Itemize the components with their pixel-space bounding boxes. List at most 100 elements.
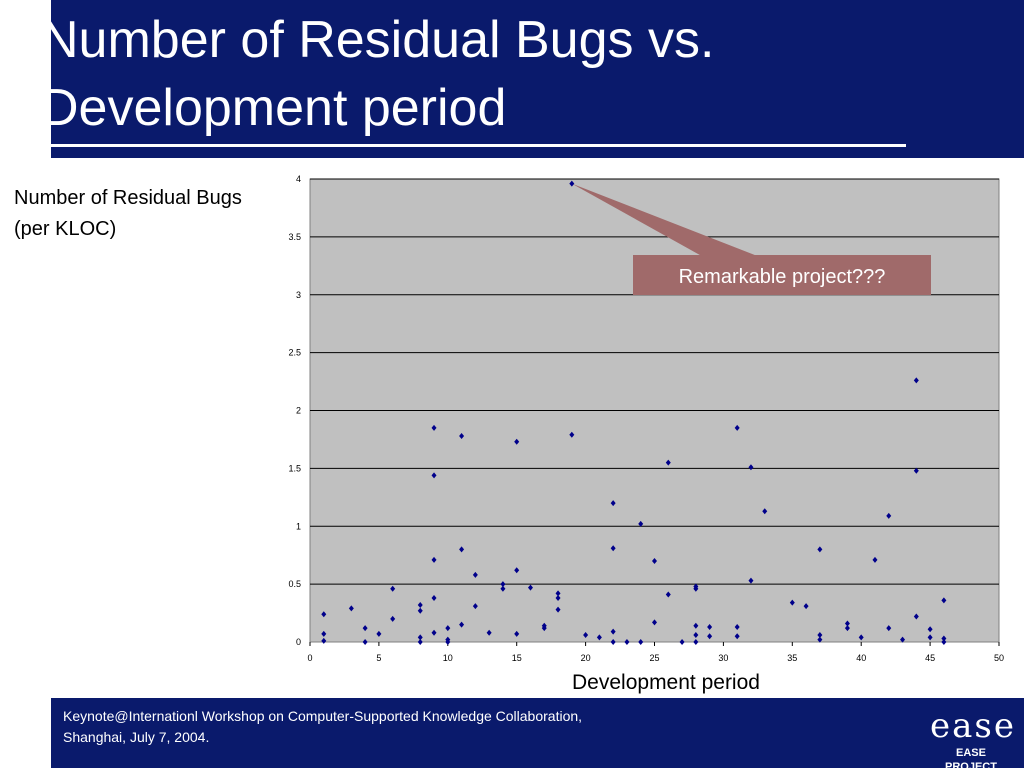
slide-title: Number of Residual Bugs vs. Development … [51,6,1024,142]
data-point [431,424,437,431]
data-point [858,634,864,641]
slide-left-margin [0,0,51,158]
data-point [376,630,382,637]
data-point [927,634,933,641]
data-point [459,621,465,628]
data-point [514,567,520,574]
data-point [734,633,740,640]
data-point [734,424,740,431]
y-tick-label: 1 [296,521,301,531]
data-point [693,622,699,629]
data-point [486,629,492,636]
data-point [596,634,602,641]
slide-title-line1: Number of Residual Bugs vs. [51,11,715,69]
footer-bar: Keynote@Internationl Workshop on Compute… [51,698,1024,773]
data-point [500,585,506,592]
data-point [431,629,437,636]
data-point [390,585,396,592]
data-point [514,438,520,445]
title-underline [51,144,906,147]
y-tick-label: 0.5 [288,579,301,589]
y-tick-label: 3 [296,290,301,300]
data-point [817,632,823,639]
data-point [555,606,561,613]
x-tick-label: 50 [994,653,1004,663]
data-point [707,623,713,630]
data-point [734,623,740,630]
data-point [941,639,947,645]
data-point [362,639,368,645]
data-point [762,508,768,515]
gridlines [310,178,999,585]
data-point [555,595,561,602]
data-point [417,634,423,641]
data-point [610,545,616,552]
data-point [707,633,713,640]
data-point [693,632,699,639]
footer-text: Keynote@Internationl Workshop on Compute… [63,706,763,748]
data-point [569,180,575,187]
data-point [638,520,644,527]
data-point [362,625,368,632]
data-point [431,556,437,563]
y-tick-label: 2.5 [288,348,301,358]
title-bar: Number of Residual Bugs vs. Development … [51,0,1024,158]
y-tick-label: 0 [296,637,301,647]
logo-mark: ease [930,706,1016,746]
data-point [913,377,919,384]
data-point [583,632,589,639]
x-tick-label: 10 [443,653,453,663]
data-point [445,639,451,645]
data-point [321,637,327,644]
callout-box: Remarkable project??? [633,255,931,295]
data-point [390,615,396,622]
y-tick-label: 4 [296,174,301,184]
data-point [665,591,671,598]
x-tick-label: 40 [856,653,866,663]
data-point [748,577,754,584]
data-point [927,626,933,633]
data-point [431,472,437,479]
data-point [569,431,575,438]
data-point [679,639,685,645]
x-tick-label: 5 [376,653,381,663]
x-tick-label: 20 [581,653,591,663]
data-point [803,603,809,610]
data-point [693,639,699,645]
y-axis-ticks: 0 0.5 1 1.5 2 2.5 3 3.5 4 [288,174,301,647]
data-point [941,597,947,604]
data-point [348,605,354,612]
x-tick-label: 30 [718,653,728,663]
data-point [472,603,478,610]
data-point [817,636,823,643]
data-point [872,556,878,563]
callout-background [633,255,931,295]
data-point [610,500,616,507]
data-point [748,464,754,471]
y-axis-title-line2: (per KLOC) [14,218,117,240]
data-point [321,630,327,637]
x-tick-label: 45 [925,653,935,663]
data-point [541,625,547,632]
data-point [886,625,892,632]
data-point [665,459,671,466]
data-markers [321,180,947,645]
data-point [941,635,947,642]
data-point [652,619,657,626]
data-point [555,590,561,597]
data-point [638,639,644,645]
data-point [624,639,630,645]
x-axis-title: Development period [536,668,796,698]
data-point [321,611,327,618]
data-point [472,571,478,578]
data-point [913,467,919,474]
data-point [514,630,520,637]
data-point [844,620,850,627]
data-point [652,557,657,564]
y-axis-title-line1: Number of Residual Bugs [14,187,242,209]
y-axis-title: Number of Residual Bugs (per KLOC) [14,183,242,245]
y-tick-label: 3.5 [288,232,301,242]
data-point [527,584,533,591]
data-point [844,625,850,632]
